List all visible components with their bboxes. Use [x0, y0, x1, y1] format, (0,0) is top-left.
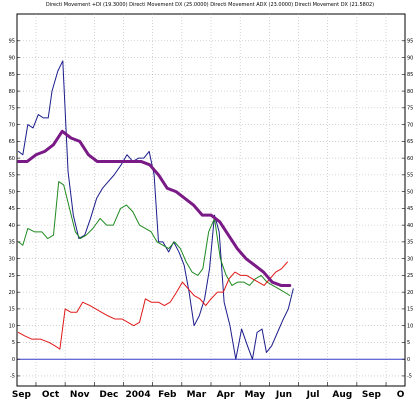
- x-tick-label: Jul: [306, 390, 320, 400]
- chart-title: Directi Movement +DI (19.3000) Directi M…: [46, 2, 374, 8]
- y-tick-label-right: 0: [407, 357, 410, 363]
- y-tick-label-left: 90: [9, 55, 15, 61]
- y-tick-label-right: 20: [407, 290, 413, 296]
- y-tick-label-right: 95: [407, 39, 413, 45]
- y-tick-label-right: 45: [407, 206, 413, 212]
- series-layer: [16, 60, 294, 360]
- y-tick-label-left: 60: [9, 156, 15, 162]
- y-tick-label-right: 70: [407, 122, 413, 128]
- x-tick-label: Apr: [217, 390, 235, 400]
- y-tick-label-left: 55: [9, 173, 15, 179]
- x-tick-label: Sep: [362, 390, 382, 400]
- y-tick-label-left: -5: [10, 374, 15, 380]
- x-tick-label: Jun: [275, 390, 292, 400]
- y-tick-label-left: 50: [9, 189, 15, 195]
- y-tick-label-left: 40: [9, 223, 15, 229]
- series-line-red: [17, 261, 288, 350]
- y-tick-label-right: 80: [407, 89, 413, 95]
- y-tick-label-right: -5: [407, 374, 412, 380]
- y-tick-label-right: 10: [407, 323, 413, 329]
- y-tick-label-right: 65: [407, 139, 413, 145]
- y-tick-label-right: 35: [407, 240, 413, 246]
- y-tick-label-right: 40: [407, 223, 413, 229]
- x-tick-label: Dec: [99, 390, 118, 400]
- x-tick-label: Oct: [42, 390, 60, 400]
- x-tick-label: O: [397, 390, 405, 400]
- y-tick-label-left: 10: [9, 323, 15, 329]
- x-axis-layer: Sep Oct Nov Dec 2004 Feb Mar Apr May Jun Jul Aug Sep…: [12, 382, 405, 400]
- x-tick-label: Aug: [332, 390, 352, 400]
- x-tick-label: Mar: [187, 390, 207, 400]
- y-tick-label-left: 65: [9, 139, 15, 145]
- y-tick-label-right: 50: [407, 189, 413, 195]
- y-tick-label-right: 90: [407, 55, 413, 61]
- y-tick-label-right: 75: [407, 106, 413, 112]
- y-tick-label-left: 0: [12, 357, 15, 363]
- y-tick-label-left: 80: [9, 89, 15, 95]
- y-tick-label-right: 85: [407, 72, 413, 78]
- y-tick-label-left: 30: [9, 256, 15, 262]
- series-line-purple: [16, 129, 292, 287]
- y-tick-label-left: 25: [9, 273, 15, 279]
- y-tick-label-left: 70: [9, 122, 15, 128]
- y-tick-label-left: 45: [9, 206, 15, 212]
- y-tick-label-right: 60: [407, 156, 413, 162]
- y-tick-label-right: 30: [407, 256, 413, 262]
- y-tick-label-left: 35: [9, 240, 15, 246]
- y-tick-label-right: 5: [407, 340, 410, 346]
- y-tick-label-left: 95: [9, 39, 15, 45]
- series-line-blue: [17, 60, 294, 360]
- y-tick-label-left: 85: [9, 72, 15, 78]
- y-tick-label-right: 15: [407, 307, 413, 313]
- y-tick-label-right: 25: [407, 273, 413, 279]
- y-tick-label-left: 5: [12, 340, 15, 346]
- y-tick-label-left: 20: [9, 290, 15, 296]
- y-tick-label-left: 75: [9, 106, 15, 112]
- y-tick-label-right: 55: [407, 173, 413, 179]
- y-tick-label-left: 15: [9, 307, 15, 313]
- x-tick-label: May: [244, 390, 265, 400]
- grid-layer: [17, 14, 405, 386]
- x-tick-label: 2004: [126, 390, 151, 400]
- x-tick-label: Sep: [12, 390, 32, 400]
- x-tick-label: Nov: [70, 390, 90, 400]
- series-line-green: [17, 181, 291, 297]
- x-tick-label: Feb: [158, 390, 177, 400]
